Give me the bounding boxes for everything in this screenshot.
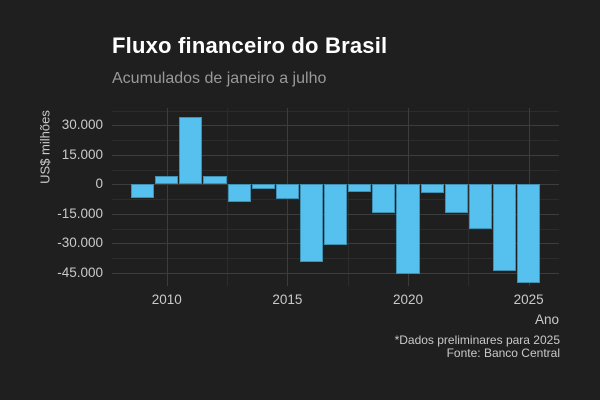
bar-2022 [444, 184, 468, 214]
bar-2010 [155, 176, 179, 185]
caption-note: *Dados preliminares para 2025 [394, 333, 560, 347]
chart-subtitle: Acumulados de janeiro a julho [112, 70, 327, 87]
x-tick-label: 2010 [151, 292, 182, 307]
y-tick-label: -30.000 [57, 235, 103, 251]
bar-2017 [324, 184, 348, 246]
bar-2023 [468, 184, 492, 230]
y-tick-label: -15.000 [57, 205, 103, 221]
chart-panel [112, 108, 559, 286]
y-tick-label: -45.000 [57, 264, 103, 280]
y-tick-label: 30.000 [61, 117, 103, 133]
x-tick-label: 2020 [392, 292, 424, 307]
gridline-y-major [112, 125, 559, 127]
bar-2011 [179, 116, 203, 185]
bar-2013 [227, 184, 251, 202]
bar-2016 [299, 184, 324, 262]
bar-2019 [372, 184, 396, 213]
bar-2020 [396, 184, 420, 274]
x-tick-label: 2025 [513, 292, 544, 307]
bar-2021 [420, 184, 444, 193]
x-tick-label: 2015 [272, 292, 303, 307]
bar-2009 [131, 184, 155, 199]
x-axis-title: Ano [534, 312, 559, 327]
gridline-x-major [166, 108, 168, 286]
gridline-y-major [112, 272, 559, 274]
bar-2015 [275, 184, 299, 199]
gridline-y-major [112, 154, 559, 156]
gridline-x-minor [347, 108, 349, 286]
chart-title: Fluxo financeiro do Brasil [112, 33, 388, 58]
gridline-y-minor [112, 169, 559, 171]
caption-source: Fonte: Banco Central [446, 345, 560, 360]
bar-2025 [517, 184, 541, 283]
bar-2018 [348, 184, 372, 193]
y-tick-label: 15.000 [61, 146, 103, 162]
chart-caption: *Dados preliminares para 2025 Fonte: Ban… [395, 334, 560, 359]
bar-2024 [492, 184, 517, 271]
gridline-y-minor [112, 258, 559, 259]
gridline-y-minor [112, 140, 559, 142]
bar-2012 [203, 175, 227, 185]
bar-2014 [251, 184, 275, 190]
y-tick-label: 0 [95, 176, 103, 192]
gridline-y-minor [112, 110, 559, 112]
